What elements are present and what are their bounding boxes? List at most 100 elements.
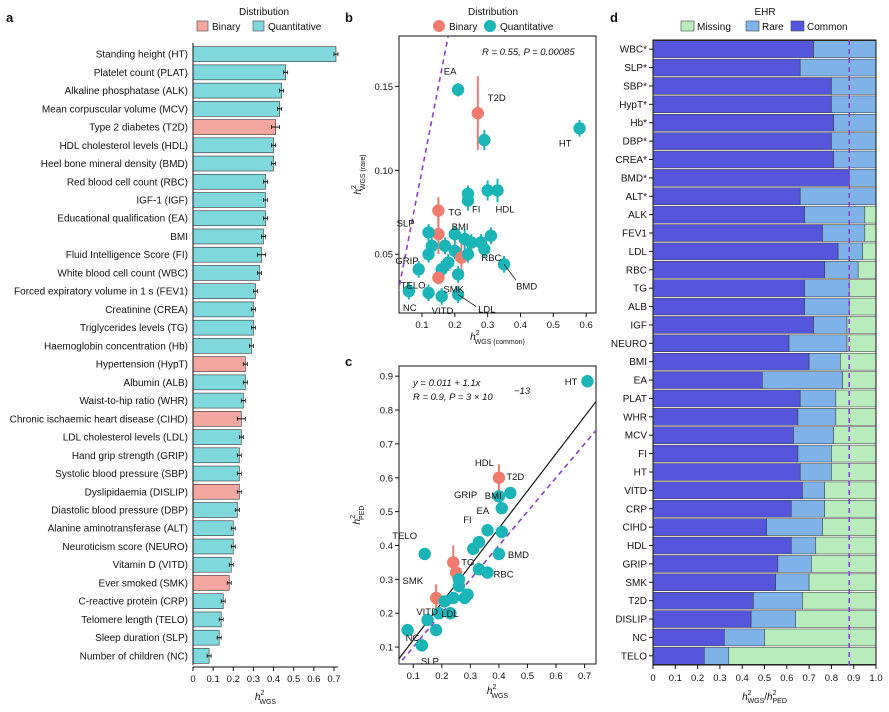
category-label-educational-qualification-ea: Educational qualification (EA) — [57, 214, 188, 225]
category-label-mcv: MCV — [625, 431, 648, 442]
bar-sleep-duration-slp — [192, 629, 220, 646]
category-label-diastolic-blood-pressure-dbp: Diastolic blood pressure (DBP) — [51, 506, 188, 517]
category-label-slp: SLP* — [624, 63, 647, 74]
category-label-alkaline-phosphatase-alk: Alkaline phosphatase (ALK) — [65, 86, 188, 97]
panel-d-stacked-bar-chart: WBC* SLP* SBP* HypT* Hb* DBP* CREA* BMD* ALT* ALK… — [611, 39, 883, 705]
bar-segment-rare-fi — [797, 444, 832, 463]
y-tick-label: 0.9 — [380, 372, 393, 383]
bar-segment-missing-grip — [811, 555, 877, 573]
x-tick-label: 0.7 — [578, 671, 591, 682]
panel-a-bar-chart: Standing height (HT) Platelet count (PLAT… — [10, 43, 341, 706]
panel-c-scatter-chart: 0.1 0.2 0.3 0.4 0.5 0.6 0.7 0.1 0.2 0.3 0.4 0.5 0.6 0… — [350, 365, 597, 700]
point-bmi — [495, 502, 508, 515]
bar-waist-to-hip-ratio-whr — [192, 392, 244, 409]
bar-segment-rare-tg — [804, 279, 850, 297]
point-label-ldl: LDL — [478, 305, 495, 316]
bar-segment-common-smk — [652, 573, 776, 591]
category-label-bmd: BMD* — [621, 173, 647, 184]
x-tick-label: 0.6 — [307, 674, 320, 685]
point-label-telo: TELO — [392, 531, 417, 542]
bar-segment-missing-neuro — [846, 334, 877, 353]
category-label-plat: PLAT — [623, 394, 647, 405]
bar-segment-rare-dislip — [750, 610, 796, 628]
bar-segment-rare-ht — [799, 463, 832, 481]
point-label-slp: SLP — [397, 218, 415, 229]
bar-segment-rare-ea — [762, 371, 843, 389]
bar-segment-common-whr — [652, 408, 799, 426]
point-label-t2d: T2D — [488, 93, 506, 104]
bar-segment-rare-slp — [799, 58, 877, 77]
x-tick-label: 1.0 — [869, 673, 882, 684]
category-label-dislip: DISLIP — [615, 615, 647, 626]
bar-segment-rare-igf — [813, 316, 848, 334]
bar-segment-common-igf — [652, 316, 814, 334]
x-tick-label: 0.6 — [549, 671, 562, 682]
category-label-hb: Hb* — [630, 118, 647, 129]
point-point-2 — [478, 133, 491, 147]
point-tg — [447, 556, 460, 569]
point-label-nc: NC — [406, 633, 420, 644]
legend-distribution-b: Distribution Binary Quantitative — [433, 7, 554, 33]
y-tick-label: 0.3 — [380, 575, 393, 586]
point-label-tg: TG — [461, 557, 474, 568]
bar-segment-common-alk — [652, 205, 805, 224]
point-point-7 — [461, 187, 475, 201]
panel-d-letter: d — [610, 10, 618, 25]
point-point-28 — [451, 268, 465, 281]
legend-a-label-quantitative: Quantitative — [268, 22, 322, 33]
point-label-ea: EA — [477, 506, 490, 517]
bar-segment-common-fev1 — [652, 224, 823, 242]
point-label-smk: SMK — [443, 285, 464, 296]
bar-segment-rare-fev1 — [822, 224, 866, 242]
x-tick-label: 0.5 — [547, 320, 560, 331]
x-tick-label: 0.5 — [521, 671, 534, 682]
bar-type-2-diabetes-t2d — [192, 119, 276, 135]
category-label-ever-smoked-smk: Ever smoked (SMK) — [99, 578, 188, 589]
point-smk — [432, 271, 445, 284]
x-tick-label: 0.1 — [415, 320, 428, 331]
category-label-chronic-ischaemic-heart-disease-cihd: Chronic ischaemic heart disease (CIHD) — [10, 414, 188, 425]
category-label-crp: CRP — [626, 504, 647, 515]
category-label-sbp: SBP* — [623, 81, 647, 92]
legend-d-label-rare: Rare — [762, 22, 784, 33]
bar-segment-common-cihd — [652, 518, 767, 536]
category-label-nc: NC — [633, 633, 647, 644]
category-label-fev1: FEV1 — [622, 229, 647, 240]
point-label-hdl: HDL — [496, 204, 515, 215]
bar-segment-missing-mcv — [833, 426, 877, 444]
point-label-fi: FI — [472, 205, 480, 216]
y-tick-label: 0.2 — [380, 609, 393, 620]
bar-triglycerides-levels-tg — [192, 319, 254, 336]
point-point-12 — [448, 227, 462, 241]
bar-red-blood-cell-count-rbc — [192, 173, 266, 190]
point-point-16 — [452, 579, 466, 593]
y-tick-label: 0.7 — [380, 439, 393, 450]
bar-segment-common-mcv — [652, 426, 794, 444]
bar-segment-common-bmi — [652, 352, 810, 371]
point-label-fi: FI — [463, 515, 471, 526]
bar-segment-common-sbp — [652, 77, 832, 95]
point-vitd — [435, 290, 448, 303]
bar-segment-common-ldl — [652, 242, 839, 261]
x-axis-title: h2 WGS (common) — [470, 330, 525, 346]
x-tick-label: 0.2 — [448, 320, 461, 331]
bar-mean-corpuscular-volume-mcv — [192, 101, 280, 117]
category-label-haemoglobin-concentration-hb: Haemoglobin concentration (Hb) — [44, 341, 188, 352]
point-t2d — [504, 486, 517, 500]
category-label-systolic-blood-pressure-sbp: Systolic blood pressure (SBP) — [55, 469, 188, 480]
category-label-crea: CREA* — [615, 155, 647, 166]
point-point-26 — [429, 623, 443, 637]
y-tick-label: 0.05 — [375, 250, 394, 261]
bar-segment-rare-hypt — [831, 95, 877, 114]
point-point-5 — [481, 184, 494, 197]
point-label-rbc: RBC — [481, 253, 501, 264]
point-label-telo: TELO — [401, 280, 426, 291]
x-axis-title: h2 WGS/h2 PED — [742, 690, 787, 705]
leader-ldl — [457, 294, 477, 307]
identity-dashed-line — [399, 36, 450, 292]
bar-segment-rare-dbp — [831, 132, 877, 150]
bar-number-of-children-nc — [192, 648, 210, 664]
point-fi — [467, 542, 480, 556]
x-tick-label: 0.9 — [847, 673, 860, 684]
point-point-17 — [438, 239, 452, 253]
